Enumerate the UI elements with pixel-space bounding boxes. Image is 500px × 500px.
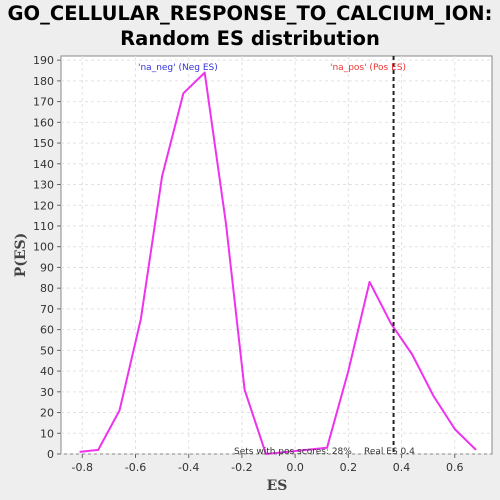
y-tick-label: 40 [40,365,54,378]
x-tick-label: -0.2 [231,461,252,474]
y-tick-label: 60 [40,324,54,337]
x-tick-label: 0.2 [340,461,358,474]
y-tick-label: 160 [33,116,54,129]
chart-title: GO_CELLULAR_RESPONSE_TO_CALCIUM_ION: [7,2,493,25]
y-tick-label: 80 [40,282,54,295]
x-tick-label: 0.0 [286,461,304,474]
legend-neg: 'na_neg' (Neg ES) [138,63,218,73]
pos-scores-note: Sets with pos scores: 28% [234,447,352,457]
series-line [79,71,477,455]
y-tick-label: 10 [40,427,54,440]
y-tick-label: 90 [40,261,54,274]
y-axis-ticks: 0 10 20 30 40 50 60 70 80 90 100 110 120 130 140 150 160… [33,54,61,461]
y-tick-label: 150 [33,137,54,150]
y-tick-label: 30 [40,386,54,399]
y-tick-label: 100 [33,241,54,254]
y-tick-label: 70 [40,303,54,316]
real-es-note: Real ES 0.4 [364,447,415,457]
grid [61,56,492,455]
x-tick-label: -0.4 [178,461,199,474]
x-tick-label: 0.6 [446,461,464,474]
x-tick-label: -0.6 [125,461,146,474]
y-tick-label: 130 [33,179,54,192]
x-axis-ticks: -0.8 -0.6 -0.4 -0.2 0.0 0.2 0.4 0.6 [72,454,464,474]
y-axis-label: P(ES) [13,233,29,278]
legend-pos: 'na_pos' (Pos ES) [330,63,406,73]
x-tick-label: -0.8 [72,461,93,474]
y-tick-label: 110 [33,220,54,233]
series-layer [79,71,477,455]
chart-subtitle: Random ES distribution [120,27,380,50]
y-tick-label: 190 [33,54,54,67]
x-axis-label: ES [267,478,288,494]
x-tick-label: 0.4 [393,461,411,474]
y-tick-label: 140 [33,158,54,171]
y-tick-label: 180 [33,75,54,88]
y-tick-label: 20 [40,407,54,420]
plot-area [60,55,493,455]
y-tick-label: 120 [33,199,54,212]
y-tick-label: 170 [33,96,54,109]
y-tick-label: 0 [47,448,54,461]
y-tick-label: 50 [40,344,54,357]
